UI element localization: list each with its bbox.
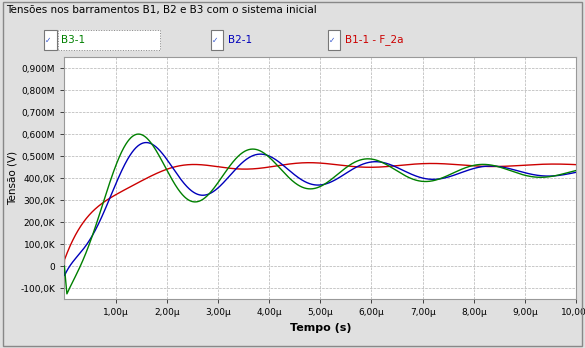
Text: Tensões nos barramentos B1, B2 e B3 com o sistema inicial: Tensões nos barramentos B1, B2 e B3 com …	[6, 5, 316, 15]
Text: B1-1 - F_2a: B1-1 - F_2a	[345, 34, 403, 46]
Text: B3-1: B3-1	[61, 35, 85, 45]
Text: B2-1: B2-1	[228, 35, 252, 45]
Text: ✓: ✓	[329, 35, 335, 45]
Text: ✓: ✓	[45, 35, 51, 45]
Text: ✓: ✓	[212, 35, 218, 45]
X-axis label: Tempo (s): Tempo (s)	[290, 323, 351, 333]
Y-axis label: Tensão (V): Tensão (V)	[8, 151, 18, 205]
